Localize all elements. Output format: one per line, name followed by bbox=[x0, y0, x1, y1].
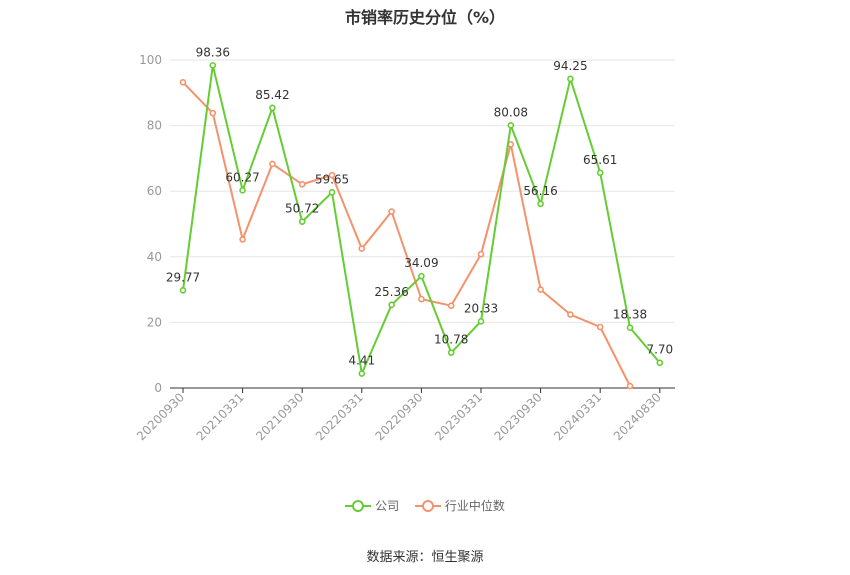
data-label-11: 80.08 bbox=[494, 105, 528, 119]
data-point-1-14 bbox=[596, 323, 604, 331]
data-point-0-12 bbox=[537, 200, 544, 208]
data-point-1-6 bbox=[358, 245, 366, 252]
data-point-0-2 bbox=[239, 187, 246, 194]
legend-swatch-company bbox=[345, 499, 372, 513]
x-tick-label-20210331: 20210331 bbox=[194, 390, 247, 443]
legend-label-company: 公司 bbox=[375, 499, 400, 513]
data-point-1-10 bbox=[477, 250, 485, 258]
data-label-12: 56.16 bbox=[523, 184, 557, 198]
data-point-1-2 bbox=[239, 236, 246, 243]
data-label-1: 98.36 bbox=[196, 45, 230, 59]
x-tick-label-20230930: 20230930 bbox=[492, 390, 545, 443]
data-point-1-12 bbox=[537, 286, 544, 293]
data-point-1-8 bbox=[418, 295, 425, 303]
data-label-10: 20.33 bbox=[464, 301, 498, 315]
chart-title: 市销率历史分位（%） bbox=[344, 8, 506, 27]
data-label-14: 65.61 bbox=[583, 153, 617, 167]
data-label-layer: 29.77 98.36 60.27 85.42 50.72 59.65 4.41 25.36 3… bbox=[166, 45, 673, 367]
x-tick-label-20240830: 20240830 bbox=[611, 390, 664, 443]
data-point-1-13 bbox=[567, 311, 574, 318]
data-label-0: 29.77 bbox=[166, 270, 200, 284]
series-line-0 bbox=[182, 64, 661, 375]
data-label-2: 60.27 bbox=[225, 170, 259, 184]
data-point-0-11 bbox=[507, 122, 515, 129]
data-point-0-10 bbox=[477, 318, 485, 325]
x-tick-label-20240331: 20240331 bbox=[551, 390, 604, 443]
data-label-6: 4.41 bbox=[348, 354, 375, 368]
data-point-0-6 bbox=[358, 370, 366, 377]
data-label-9: 10.78 bbox=[434, 333, 468, 347]
x-tick-label-20200930: 20200930 bbox=[134, 390, 187, 443]
data-label-5: 59.65 bbox=[315, 172, 349, 186]
x-tick-label-20220930: 20220930 bbox=[372, 390, 425, 443]
y-tick-label-0: 0 bbox=[154, 381, 162, 395]
data-point-1-4 bbox=[298, 181, 306, 188]
y-tick-label-100: 100 bbox=[139, 53, 162, 67]
series-line-1 bbox=[182, 81, 631, 387]
data-point-0-7 bbox=[388, 301, 395, 309]
series-layer bbox=[179, 62, 664, 390]
legend-item-company[interactable]: 公司 bbox=[345, 497, 399, 514]
data-label-16: 7.70 bbox=[646, 343, 673, 357]
x-tick-label-20210930: 20210930 bbox=[253, 390, 306, 443]
y-tick-label-80: 80 bbox=[147, 119, 162, 133]
data-label-13: 94.25 bbox=[553, 59, 587, 73]
data-label-4: 50.72 bbox=[285, 202, 319, 216]
legend: 公司 行业中位数 bbox=[0, 497, 850, 516]
data-point-0-14 bbox=[596, 169, 604, 177]
y-tick-label-20: 20 bbox=[147, 315, 162, 329]
x-tick-label-20230331: 20230331 bbox=[432, 390, 485, 443]
data-point-0-15 bbox=[626, 324, 634, 332]
data-label-7: 25.36 bbox=[374, 285, 408, 299]
data-label-3: 85.42 bbox=[255, 88, 289, 102]
data-label-8: 34.09 bbox=[404, 256, 438, 270]
y-tick-label-40: 40 bbox=[147, 250, 162, 264]
data-point-1-1 bbox=[209, 109, 217, 117]
data-point-0-3 bbox=[269, 104, 276, 112]
legend-item-industry-median[interactable]: 行业中位数 bbox=[414, 497, 505, 514]
legend-label-industry-median: 行业中位数 bbox=[444, 499, 505, 513]
data-point-0-5 bbox=[328, 189, 336, 196]
data-point-0-4 bbox=[298, 218, 306, 225]
data-point-1-9 bbox=[447, 302, 455, 309]
data-point-1-15 bbox=[626, 382, 634, 390]
data-point-0-9 bbox=[447, 349, 455, 356]
data-label-15: 18.38 bbox=[613, 308, 647, 322]
legend-swatch-industry-median bbox=[414, 499, 441, 513]
y-tick-label-60: 60 bbox=[147, 184, 162, 198]
data-point-0-16 bbox=[656, 359, 664, 367]
data-point-0-0 bbox=[179, 287, 187, 294]
x-tick-label-20220331: 20220331 bbox=[313, 390, 366, 443]
data-point-0-1 bbox=[209, 62, 217, 69]
data-point-1-0 bbox=[179, 79, 187, 86]
data-point-1-3 bbox=[269, 160, 276, 168]
data-point-0-13 bbox=[567, 75, 574, 83]
source-note: 数据来源：恒生聚源 bbox=[366, 550, 484, 565]
data-point-1-5 bbox=[328, 171, 336, 179]
data-point-0-8 bbox=[418, 272, 425, 280]
data-point-1-7 bbox=[388, 208, 395, 215]
